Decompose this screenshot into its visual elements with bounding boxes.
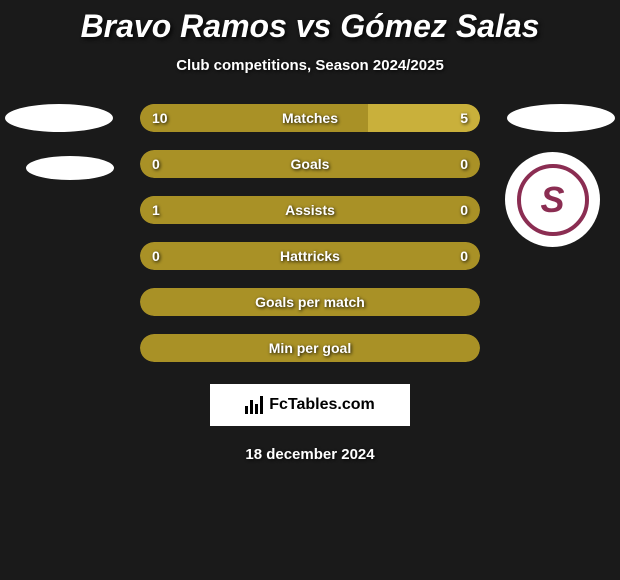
stat-label: Min per goal [269,340,351,356]
stat-row: 1 0 Assists [140,196,480,224]
stat-value-left: 0 [152,156,160,172]
player-placeholder-right [507,104,615,132]
player-placeholder-left-1 [5,104,113,132]
stat-value-right: 0 [460,248,468,264]
chart-icon [245,396,263,414]
stat-value-left: 1 [152,202,160,218]
stat-value-right: 0 [460,202,468,218]
stat-row: Goals per match [140,288,480,316]
stat-row: 0 0 Hattricks [140,242,480,270]
subtitle: Club competitions, Season 2024/2025 [0,57,620,74]
page-title: Bravo Ramos vs Gómez Salas [0,8,620,45]
stat-rows: 105Matches00Goals10Assists00HattricksGoa… [140,104,480,362]
stat-label: Matches [282,110,338,126]
player-placeholder-left-2 [26,156,114,180]
stat-row: 0 0 Goals [140,150,480,178]
brand-text: FcTables.com [269,396,375,414]
stat-value-right: 0 [460,156,468,172]
stat-label: Assists [285,202,335,218]
stat-value-left: 0 [152,248,160,264]
branding[interactable]: FcTables.com [210,384,410,426]
stat-value-left: 10 [152,110,168,126]
stat-value-right: 5 [460,110,468,126]
stat-label: Goals [291,156,330,172]
stat-label: Goals per match [255,294,365,310]
stat-row: 10 5 Matches [140,104,480,132]
stat-label: Hattricks [280,248,340,264]
club-badge: S [505,152,600,247]
date-text: 18 december 2024 [0,446,620,463]
stat-row: Min per goal [140,334,480,362]
stats-area: S 105Matches00Goals10Assists00HattricksG… [0,104,620,362]
club-badge-letter: S [540,179,564,221]
